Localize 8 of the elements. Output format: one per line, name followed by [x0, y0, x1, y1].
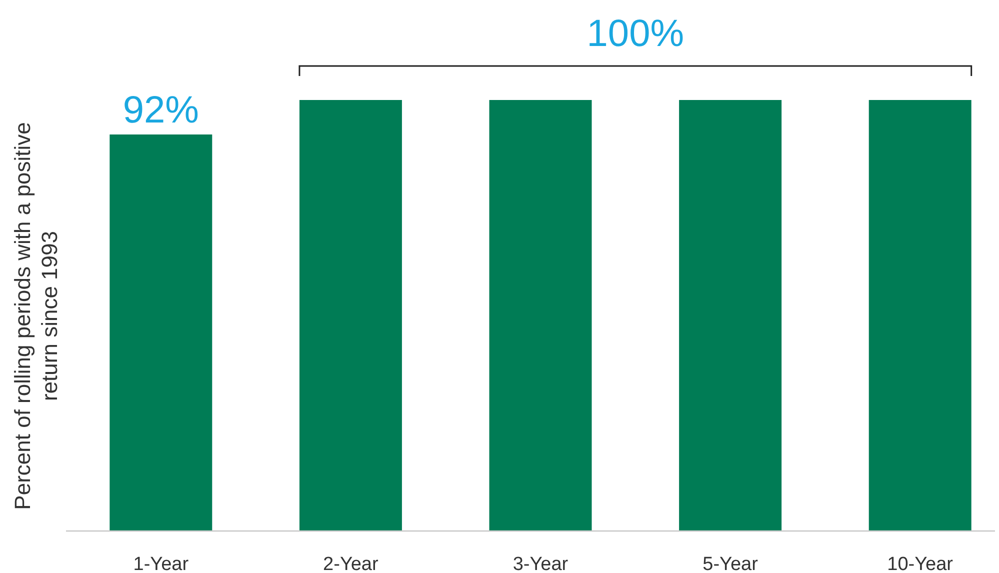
x-tick-label: 5-Year: [702, 554, 759, 573]
y-axis-title: Percent of rolling periods with a positive return since 1993: [10, 122, 62, 510]
x-tick-label: 3-Year: [512, 554, 569, 573]
x-tick-label: 1-Year: [133, 554, 190, 573]
x-tick-label: 10-Year: [887, 554, 954, 573]
x-tick-label: 2-Year: [323, 554, 380, 573]
text: 100%: [586, 13, 684, 55]
data-label: 92%: [122, 89, 199, 132]
